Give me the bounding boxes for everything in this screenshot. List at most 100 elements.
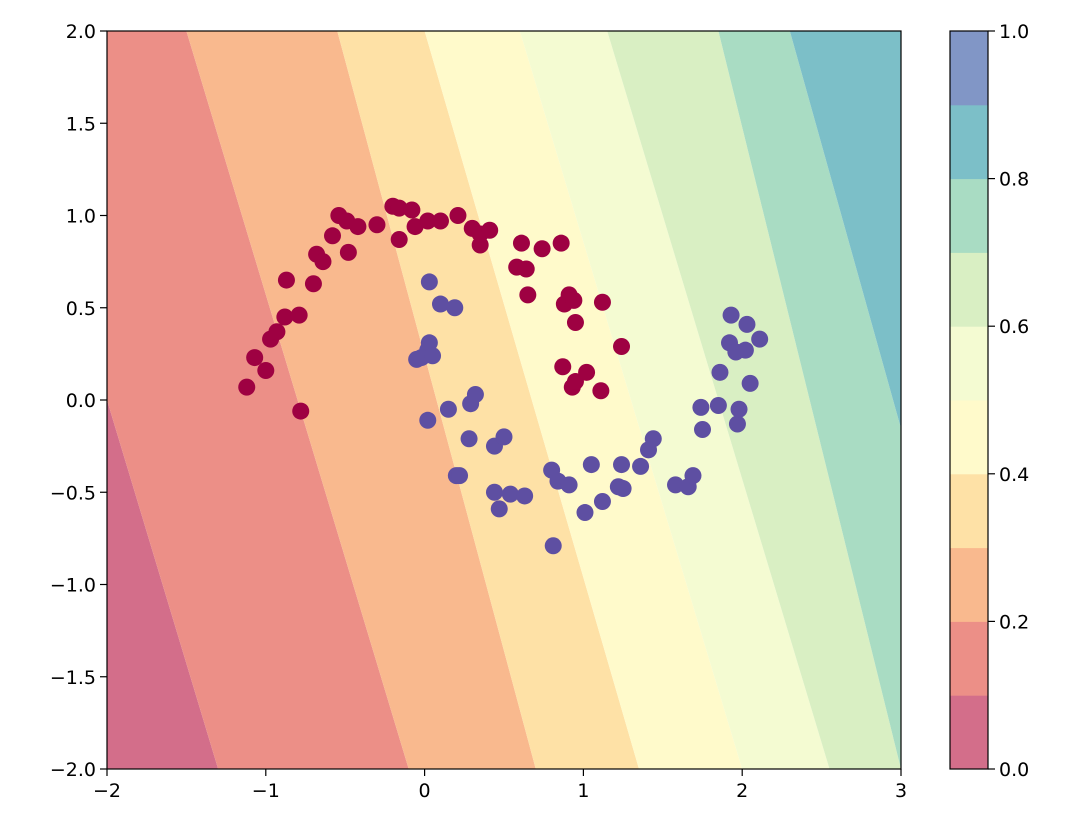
scatter-point-class-0: [238, 378, 256, 396]
y-tick-label: 2.0: [66, 21, 96, 43]
scatter-point-class-0: [406, 218, 424, 236]
scatter-point-class-1: [711, 363, 729, 381]
scatter-point-class-0: [565, 291, 583, 309]
scatter-point-class-0: [592, 382, 610, 400]
scatter-point-class-1: [420, 273, 438, 291]
scatter-point-class-0: [314, 253, 332, 271]
scatter-point-class-1: [692, 398, 710, 416]
scatter-point-class-1: [751, 330, 769, 348]
contour-band: [186, 31, 536, 769]
scatter-point-class-1: [431, 295, 449, 313]
scatter-point-class-0: [566, 314, 584, 332]
contour-band: [789, 31, 901, 429]
scatter-point-class-0: [349, 218, 367, 236]
colorbar-segment: [950, 400, 988, 475]
scatter-point-class-0: [517, 260, 535, 278]
scatter-point-class-1: [485, 483, 503, 501]
scatter-point-class-1: [593, 492, 611, 510]
scatter-point-class-1: [694, 421, 711, 439]
scatter-point-class-1: [582, 456, 600, 474]
colorbar-segment: [950, 178, 988, 253]
scatter-point-class-1: [516, 487, 534, 505]
scatter-point-class-1: [709, 397, 727, 415]
scatter-point-class-1: [560, 476, 578, 494]
scatter-point-class-1: [684, 467, 702, 485]
scatter-point-class-0: [368, 216, 386, 234]
scatter-point-class-0: [268, 323, 286, 341]
scatter-point-class-0: [512, 234, 530, 252]
colorbar-frame: [949, 30, 989, 770]
scatter-point-class-0: [533, 240, 551, 258]
scatter-point-class-1: [722, 306, 740, 324]
colorbar-segment: [950, 31, 988, 106]
scatter-point-class-0: [419, 212, 437, 230]
y-tick-label: −1.0: [50, 575, 96, 597]
scatter-point-class-1: [544, 537, 562, 555]
scatter-point-class-1: [501, 485, 519, 503]
scatter-point-class-1: [613, 456, 631, 474]
scatter-point-class-0: [246, 349, 264, 367]
scatter-point-class-0: [481, 221, 499, 239]
scatter-point-class-1: [424, 347, 442, 365]
scatter-point-class-0: [431, 212, 449, 230]
scatter-point-class-1: [741, 374, 759, 392]
colorbar-tick-label: 0.8: [999, 169, 1029, 191]
scatter-point-class-1: [667, 476, 685, 494]
scatter-point-class-0: [519, 286, 537, 304]
scatter-point-class-1: [632, 457, 650, 475]
colorbar-segment: [950, 547, 988, 622]
scatter-point-class-0: [390, 230, 408, 248]
scatter-point-class-1: [466, 385, 484, 403]
colorbar-tick-label: 0.4: [999, 464, 1029, 486]
y-tick-label: 1.0: [66, 206, 96, 228]
x-tick-label: −1: [252, 780, 280, 802]
scatter-point-class-1: [576, 504, 594, 522]
scatter-point-class-0: [276, 308, 294, 326]
x-tick-label: 1: [577, 780, 589, 802]
scatter-point-class-0: [292, 402, 310, 420]
contour-bands: [107, 31, 901, 769]
colorbar-tick-label: 1.0: [999, 21, 1029, 43]
contour-band: [607, 31, 901, 769]
scatter-point-class-0: [578, 363, 596, 381]
y-tick-label: 0.0: [66, 390, 96, 412]
scatter-point-class-0: [593, 293, 611, 311]
contour-band: [107, 31, 409, 769]
x-tick-label: 3: [895, 780, 907, 802]
scatter-point-class-0: [277, 271, 295, 289]
colorbar-tick-label: 0.0: [999, 759, 1029, 781]
y-tick-label: 0.5: [66, 298, 96, 320]
scatter-point-class-0: [257, 361, 275, 379]
scatter-point-class-1: [738, 315, 756, 333]
x-axis: −2 −1 0 1 2 3: [93, 769, 907, 802]
contour-band: [718, 31, 901, 769]
scatter-point-class-1: [614, 480, 632, 498]
scatter-point-class-0: [449, 207, 467, 224]
x-tick-label: 0: [419, 780, 431, 802]
scatter-point-class-1: [420, 334, 438, 352]
scatter-point-class-0: [552, 234, 570, 252]
colorbar-segment: [950, 252, 988, 327]
scatter-point-class-0: [403, 201, 421, 219]
x-tick-label: −2: [93, 780, 121, 802]
contour-band: [519, 31, 830, 769]
scatter-point-class-1: [451, 467, 469, 485]
scatter-point-class-1: [730, 400, 748, 418]
scatter-point-class-1: [446, 299, 464, 317]
colorbar-segment: [950, 621, 988, 696]
scatter-point-class-1: [495, 428, 513, 446]
scatter-point-class-1: [439, 400, 457, 418]
scatter-point-class-1: [736, 341, 754, 359]
plot-area: [107, 31, 901, 769]
scatter-point-class-0: [323, 227, 341, 245]
colorbar-tick-label: 0.2: [999, 611, 1029, 633]
scatter-point-class-0: [304, 275, 322, 293]
y-tick-label: 1.5: [66, 113, 96, 135]
y-tick-label: −2.0: [50, 759, 96, 781]
scatter-point-class-0: [613, 337, 631, 355]
y-tick-label: −1.5: [50, 667, 96, 689]
colorbar-tick-label: 0.6: [999, 316, 1029, 338]
contour-band: [424, 31, 743, 769]
colorbar-segment: [950, 473, 988, 549]
